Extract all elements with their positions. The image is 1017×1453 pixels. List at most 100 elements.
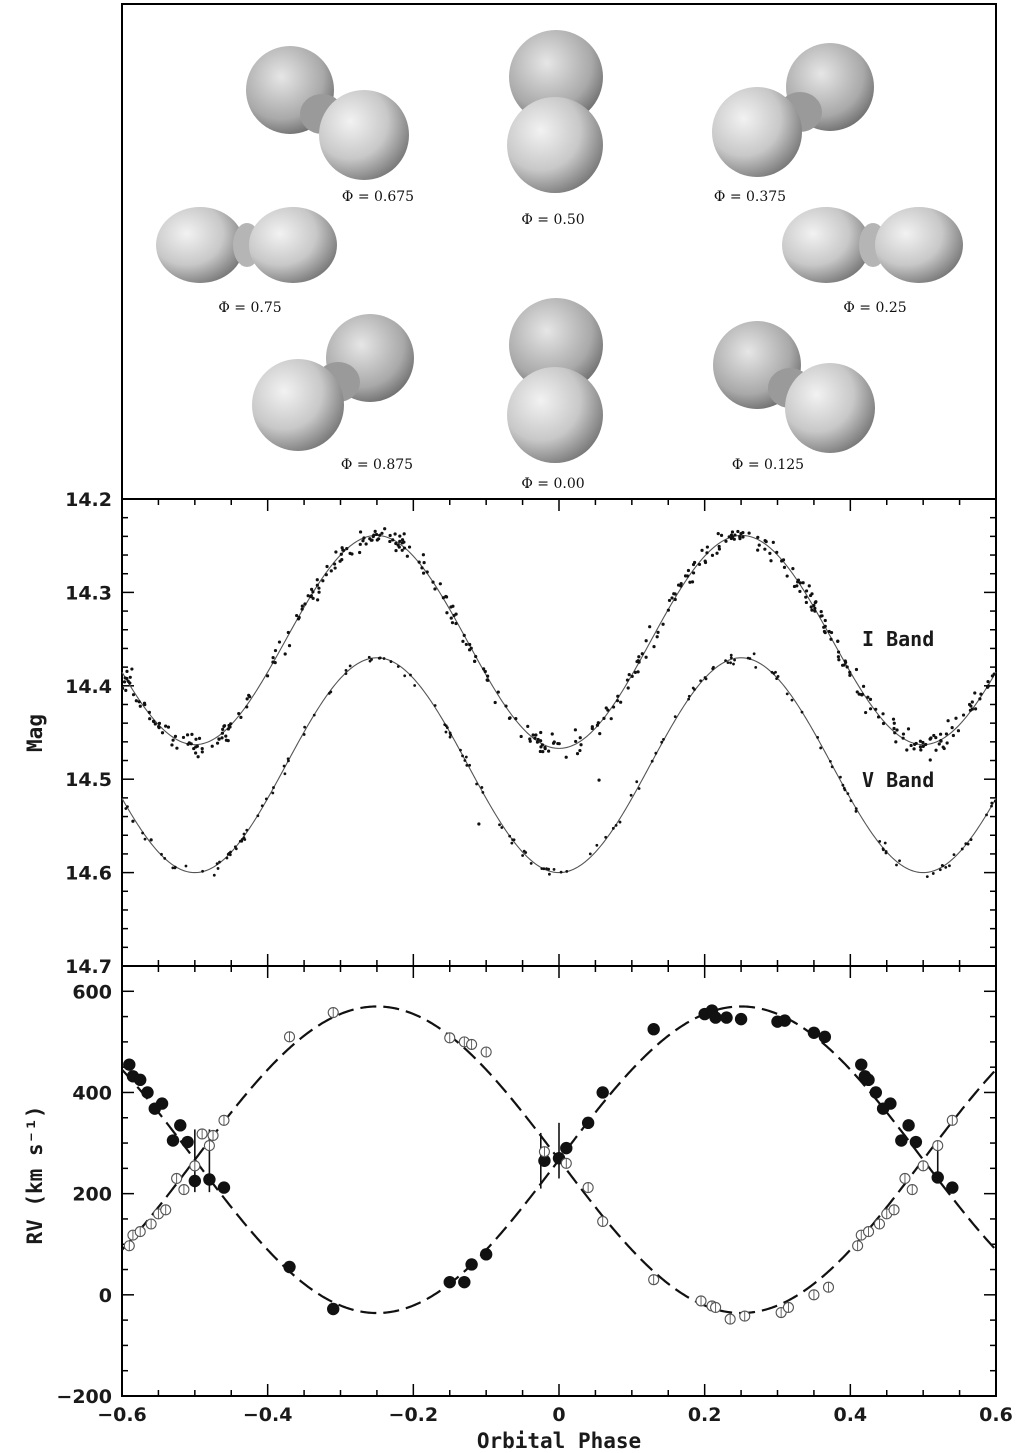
lc-point <box>348 664 352 668</box>
lc-point <box>964 842 968 846</box>
lc-point <box>511 838 515 842</box>
lc-point <box>444 730 448 734</box>
lc-point <box>547 749 551 753</box>
lc-point <box>143 702 147 707</box>
lc-point <box>171 738 175 742</box>
lc-point <box>662 737 665 741</box>
rv-points <box>123 1004 959 1325</box>
lc-point <box>196 755 200 759</box>
rv-x-tick-label: 0.6 <box>979 1404 1013 1426</box>
lc-point <box>892 721 896 725</box>
rv-filled-point <box>720 1011 733 1024</box>
lc-point <box>666 608 670 612</box>
lc-point <box>757 543 761 547</box>
lc-y-tick-label: 14.7 <box>65 956 112 978</box>
lc-point <box>370 658 373 661</box>
lc-point <box>837 658 841 662</box>
rv-x-tick-label: 0.4 <box>833 1404 867 1426</box>
lc-point <box>798 589 802 594</box>
lc-point <box>467 648 472 652</box>
rv-ticks <box>121 965 997 1397</box>
lc-point <box>547 867 551 871</box>
lc-point <box>635 780 639 784</box>
lc-point <box>637 660 641 664</box>
lc-point <box>937 742 941 746</box>
rv-filled-point <box>895 1134 908 1147</box>
lc-point <box>433 704 437 707</box>
lc-point <box>187 741 191 745</box>
lc-point <box>912 747 916 751</box>
lc-point <box>637 787 641 790</box>
rv-filled-point <box>465 1258 478 1271</box>
lc-point <box>531 733 535 737</box>
lc-point <box>829 637 833 641</box>
lc-point <box>697 562 702 567</box>
phase-label-025: Φ = 0.25 <box>843 300 906 316</box>
lc-point <box>212 873 216 877</box>
rv-x-tick-label: −0.2 <box>389 1404 439 1426</box>
lc-point <box>317 586 321 590</box>
lc-point <box>905 748 909 752</box>
lc-point <box>157 721 162 725</box>
rv-filled-point <box>327 1302 340 1316</box>
lc-point <box>985 813 988 817</box>
lc-point <box>389 660 393 663</box>
lc-point <box>333 566 337 570</box>
lc-point <box>324 573 328 577</box>
lc-point <box>473 659 477 663</box>
lc-point <box>636 670 640 674</box>
lc-point <box>918 745 923 749</box>
lc-point <box>468 642 472 647</box>
radial-velocity-panel: −200 0 200 400 600 −0.6 −0.4 −0.2 0 0.2 0.4 0.6 RV… <box>23 965 1013 1453</box>
lc-point <box>827 629 831 634</box>
lc-point <box>626 686 630 690</box>
lc-point <box>854 807 858 810</box>
lc-point <box>444 595 449 599</box>
lc-point <box>754 665 758 669</box>
lc-point <box>816 735 820 739</box>
lc-point <box>611 705 616 709</box>
rv-filled-point <box>217 1181 231 1194</box>
lc-point <box>141 831 145 835</box>
lc-point <box>780 559 784 563</box>
lc-point <box>604 835 608 839</box>
lc-point <box>640 652 644 656</box>
lc-point <box>913 742 917 746</box>
rv-filled-point <box>134 1073 147 1087</box>
lc-point <box>798 581 802 585</box>
lc-point <box>541 750 545 754</box>
lc-point <box>944 866 948 869</box>
lc-point <box>679 582 683 586</box>
lc-point <box>687 697 691 701</box>
lc-point <box>125 669 129 673</box>
rv-filled-point <box>709 1011 722 1024</box>
lc-point <box>807 584 811 588</box>
lc-point <box>239 715 243 719</box>
lc-point <box>539 730 543 735</box>
lc-point <box>729 661 732 665</box>
lc-point <box>724 659 727 662</box>
lc-point <box>403 674 407 678</box>
lc-point <box>450 621 455 625</box>
rv-filled-point <box>855 1058 868 1071</box>
lc-point <box>311 590 315 594</box>
lc-point <box>925 875 929 878</box>
lc-point <box>175 746 179 750</box>
lc-point <box>194 737 198 741</box>
lc-point <box>282 764 286 768</box>
lc-point <box>615 699 620 703</box>
lc-point <box>804 600 808 605</box>
lc-point <box>398 539 402 543</box>
lc-point <box>377 537 381 541</box>
lc-point <box>813 609 817 613</box>
lc-point <box>951 733 955 738</box>
lc-point <box>948 864 951 868</box>
rv-filled-point <box>538 1154 551 1167</box>
lc-point <box>606 708 610 712</box>
lc-point <box>311 596 315 600</box>
lc-point <box>402 546 407 550</box>
light-curve-points <box>121 527 997 878</box>
lc-point <box>481 791 485 794</box>
lc-point <box>619 700 623 704</box>
lc-point <box>868 707 873 711</box>
